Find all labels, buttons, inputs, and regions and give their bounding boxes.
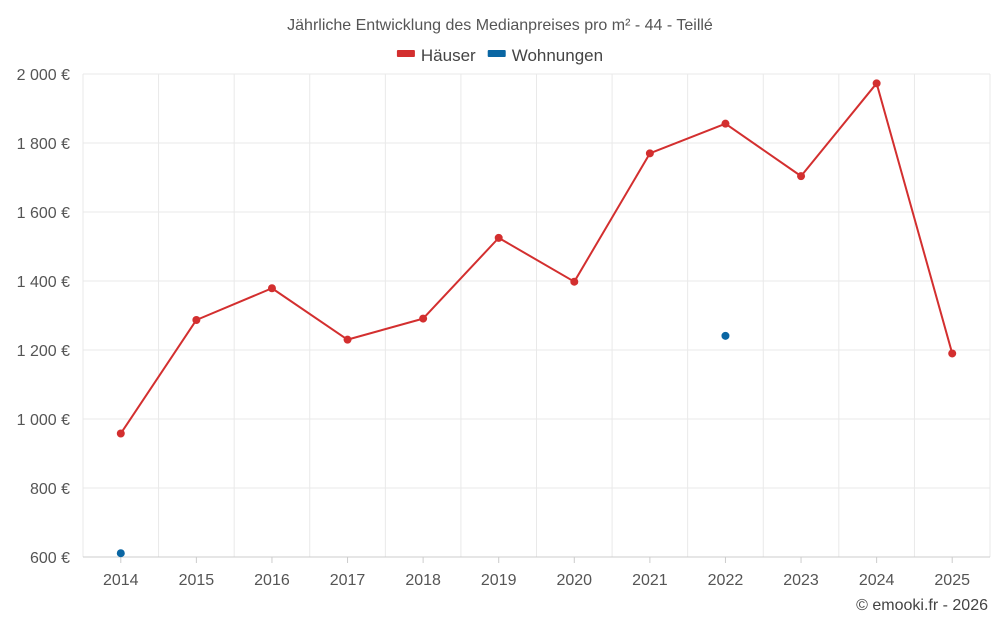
data-point[interactable] xyxy=(797,172,806,181)
x-tick-label: 2023 xyxy=(783,572,819,589)
data-point[interactable] xyxy=(192,315,201,324)
data-point[interactable] xyxy=(494,233,503,242)
data-point[interactable] xyxy=(948,349,957,358)
y-tick-label: 1 200 € xyxy=(17,343,70,360)
chart-title: Jährliche Entwicklung des Medianpreises … xyxy=(287,17,713,34)
data-point[interactable] xyxy=(116,549,125,558)
axes: 600 € 800 € 1 000 € 1 200 € 1 400 € 1 600 € 1 … xyxy=(17,67,990,589)
x-tick-label: 2021 xyxy=(632,572,668,589)
data-point[interactable] xyxy=(721,331,730,340)
x-tick-label: 2020 xyxy=(556,572,592,589)
data-point[interactable] xyxy=(419,314,428,323)
data-point[interactable] xyxy=(872,79,881,88)
x-tick-label: 2024 xyxy=(859,572,895,589)
data-point[interactable] xyxy=(343,335,352,344)
series-line xyxy=(119,82,954,435)
legend-item[interactable]: Häuser xyxy=(396,46,476,65)
data-point[interactable] xyxy=(570,277,579,286)
legend-swatch xyxy=(487,50,506,57)
y-tick-label: 1 600 € xyxy=(17,205,70,222)
x-tick-label: 2017 xyxy=(330,572,366,589)
y-tick-label: 800 € xyxy=(30,481,70,498)
data-point[interactable] xyxy=(267,284,276,293)
x-tick-label: 2014 xyxy=(103,572,139,589)
x-tick-label: 2015 xyxy=(179,572,215,589)
x-tick-label: 2018 xyxy=(405,572,441,589)
y-tick-label: 1 400 € xyxy=(17,274,70,291)
legend-item[interactable]: Wohnungen xyxy=(487,46,603,65)
x-tick-label: 2025 xyxy=(934,572,970,589)
x-tick-label: 2019 xyxy=(481,572,517,589)
legend-swatch xyxy=(396,50,415,57)
grid xyxy=(82,73,991,558)
series xyxy=(116,79,957,558)
series-häuser xyxy=(116,79,957,438)
x-tick-label: 2022 xyxy=(708,572,744,589)
y-tick-label: 600 € xyxy=(30,550,70,567)
series-wohnungen xyxy=(116,331,730,558)
credit-text: © emooki.fr - 2026 xyxy=(856,597,988,614)
y-tick-label: 1 000 € xyxy=(17,412,70,429)
y-tick-label: 2 000 € xyxy=(17,67,70,84)
data-point[interactable] xyxy=(645,149,654,158)
legend[interactable]: Häuser Wohnungen xyxy=(396,46,603,65)
data-point[interactable] xyxy=(721,119,730,128)
x-tick-label: 2016 xyxy=(254,572,290,589)
legend-label: Wohnungen xyxy=(512,46,603,65)
legend-label: Häuser xyxy=(421,46,476,65)
y-tick-label: 1 800 € xyxy=(17,136,70,153)
data-point[interactable] xyxy=(116,429,125,438)
